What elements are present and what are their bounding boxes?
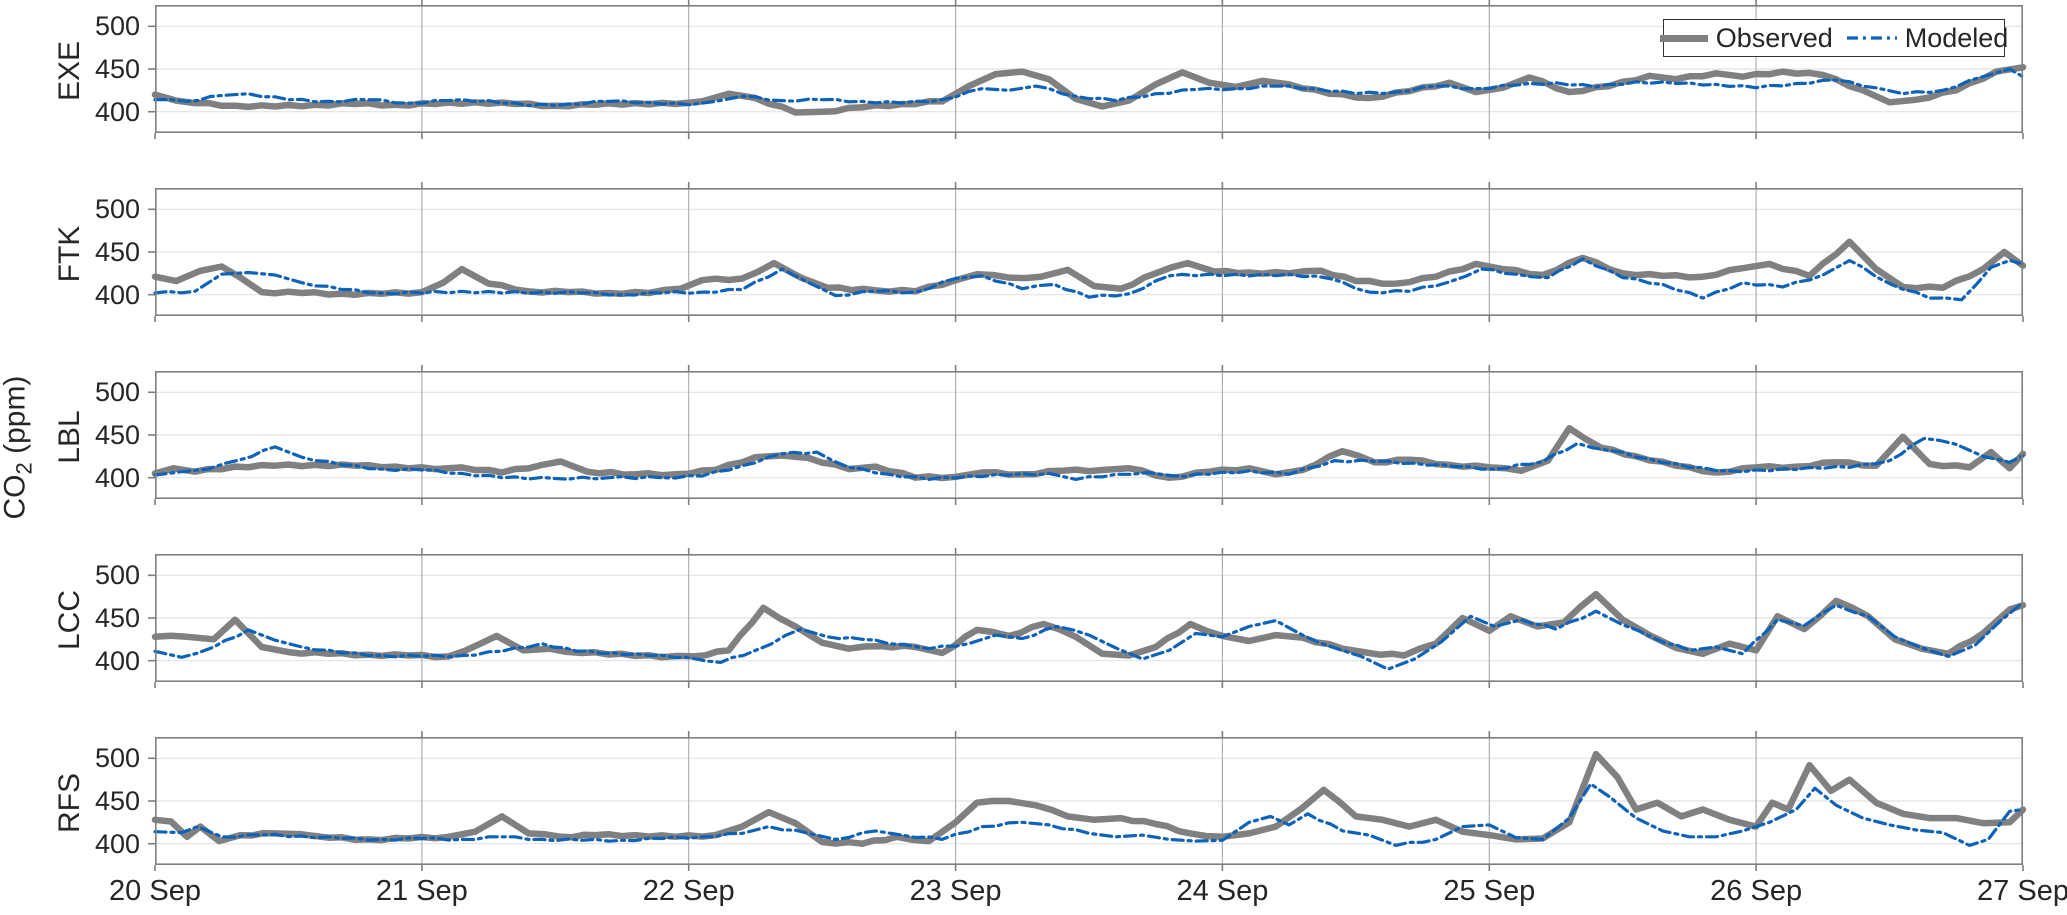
legend: Observed Modeled [1659, 19, 2008, 57]
y-tick-label: 450 [94, 237, 140, 267]
legend-item-modeled: Modeled [1846, 22, 2009, 54]
y-tick-label: 400 [94, 96, 140, 127]
axes-box [155, 737, 2024, 866]
y-tick-label: 450 [94, 786, 140, 816]
panel-plot-exe [148, 0, 2027, 139]
y-tick-label: 500 [94, 11, 140, 42]
panel-label-lbl: LBL [53, 410, 86, 464]
y-axis-title-unit: (ppm) [0, 375, 32, 463]
modeled-line-lcc [153, 600, 2025, 671]
panel-label-rfs: RFS [53, 773, 86, 833]
y-tick-label: 400 [94, 828, 140, 859]
modeled-line-ftk [153, 257, 2025, 302]
x-tick-label: 26 Sep [1710, 875, 1803, 907]
observed-line-lcc [151, 590, 2027, 661]
panel-plot-rfs [148, 731, 2027, 871]
observed-line-exe [151, 64, 2027, 116]
x-tick-label: 24 Sep [1176, 875, 1269, 907]
x-tick-label: 25 Sep [1443, 875, 1536, 907]
legend-label-modeled: Modeled [1904, 22, 2009, 53]
axes-box [155, 5, 2024, 134]
y-tick-label: 450 [94, 420, 140, 450]
panel-label-ftk: FTK [53, 225, 86, 283]
y-axis-title-main: CO [0, 474, 32, 520]
x-tick-label: 21 Sep [375, 875, 468, 907]
modeled-line-swatch [1846, 36, 1897, 40]
y-tick-label: 500 [94, 377, 140, 408]
y-axis-title-subscript: 2 [11, 462, 37, 475]
y-tick-label: 500 [94, 194, 140, 225]
panel-plot-lcc [148, 548, 2027, 688]
modeled-line-lbl [153, 436, 2025, 482]
x-tick-label: 22 Sep [642, 875, 735, 907]
modeled-line-rfs [153, 782, 2025, 848]
y-axis-title: CO2 (ppm) [0, 360, 38, 520]
x-tick-label: 20 Sep [109, 875, 201, 907]
panel-plot-lbl [148, 365, 2027, 505]
axes-box [155, 554, 2024, 683]
panel-label-exe: EXE [53, 40, 86, 102]
observed-line-lbl [151, 424, 2027, 482]
y-tick-label: 400 [94, 645, 140, 676]
axes-box [155, 371, 2024, 500]
legend-label-observed: Observed [1715, 22, 1833, 53]
axes-box [155, 188, 2024, 317]
y-tick-label: 450 [94, 603, 140, 633]
legend-item-observed: Observed [1659, 22, 1833, 54]
panel-plot-ftk [148, 182, 2027, 322]
y-tick-label: 500 [94, 560, 140, 591]
x-tick-label: 23 Sep [909, 875, 1002, 907]
modeled-line-exe [153, 67, 2025, 108]
x-tick-label: 27 Sep [1977, 875, 2067, 907]
observed-line-rfs [151, 750, 2027, 847]
panel-label-lcc: LCC [53, 590, 86, 651]
observed-line-swatch [1659, 34, 1708, 42]
observed-line-ftk [151, 238, 2027, 299]
y-tick-label: 450 [94, 54, 140, 84]
y-tick-label: 400 [94, 462, 140, 493]
y-tick-label: 400 [94, 279, 140, 310]
y-tick-label: 500 [94, 743, 140, 774]
